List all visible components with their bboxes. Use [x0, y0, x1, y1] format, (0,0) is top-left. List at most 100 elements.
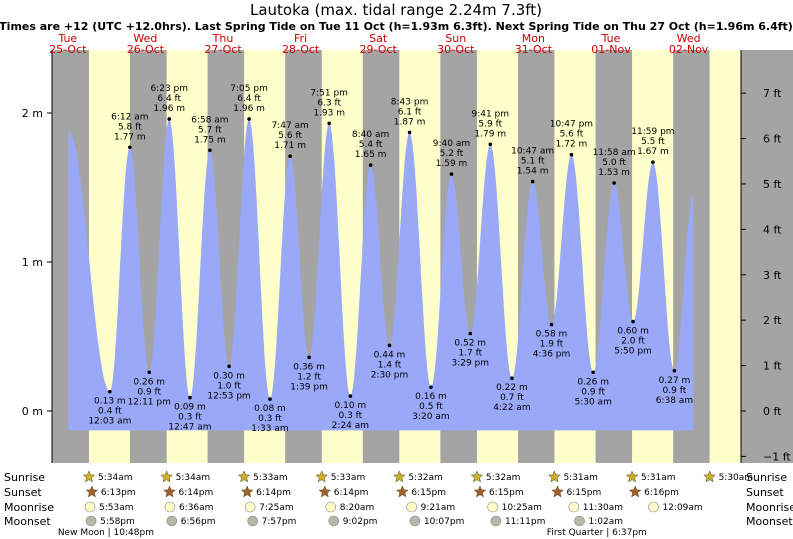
- high-tide-m: 1.71 m: [274, 141, 306, 151]
- sunset-time: 6:13pm: [101, 488, 136, 498]
- row-label-right: Moonset: [746, 515, 793, 528]
- high-tide-point: [208, 148, 212, 153]
- low-tide-time: 12:53 pm: [207, 391, 250, 401]
- low-tide-time: 5:50 pm: [614, 347, 652, 357]
- sunrise-star-icon: [548, 470, 561, 483]
- moonrise-time: 9:21am: [421, 503, 456, 513]
- low-tide-time: 12:11 pm: [128, 397, 171, 407]
- row-label-left: Moonset: [4, 515, 51, 528]
- sunset-star-icon: [85, 485, 99, 498]
- high-tide-ft: 5.5 ft: [641, 137, 665, 147]
- moonrise-icon: [568, 501, 580, 513]
- sunrise-time: 5:33am: [331, 473, 366, 483]
- low-tide-point: [188, 395, 192, 400]
- right-tick-label: 2 ft: [763, 314, 782, 327]
- high-tide-m: 1.53 m: [598, 168, 630, 178]
- sunset-star-icon: [551, 485, 564, 498]
- sunset-star-icon: [473, 485, 487, 498]
- moonrise-icon: [648, 501, 659, 513]
- row-label-right: Moonrise: [746, 501, 793, 514]
- low-tide-ft: 0.7 ft: [500, 393, 524, 403]
- high-tide-m: 1.72 m: [556, 140, 588, 150]
- moon-phase-label: New Moon | 10:48pm: [58, 528, 154, 538]
- low-tide-point: [307, 355, 311, 360]
- high-tide-time: 6:12 am: [111, 112, 148, 122]
- low-tide-time: 5:30 am: [574, 397, 611, 407]
- low-tide-ft: 1.0 ft: [217, 381, 241, 391]
- high-tide-time: 11:59 pm: [631, 127, 674, 137]
- moonset-time: 9:02pm: [343, 517, 378, 527]
- sunset-time: 6:15pm: [567, 488, 602, 498]
- day-date-label: 01-Nov: [591, 43, 631, 56]
- left-tick-label: 2 m: [22, 107, 43, 120]
- low-tide-point: [348, 394, 353, 398]
- moonrise-time: 5:53am: [99, 503, 133, 513]
- high-tide-point: [368, 163, 373, 167]
- sunrise-star-icon: [315, 470, 329, 483]
- low-tide-point: [672, 368, 677, 373]
- low-tide-m: 0.44 m: [374, 350, 406, 360]
- low-tide-ft: 0.3 ft: [178, 413, 202, 423]
- moonrise-icon: [406, 501, 417, 513]
- low-tide-m: 0.26 m: [133, 377, 165, 387]
- high-tide-point: [288, 154, 292, 159]
- moonrise-time: 10:25am: [502, 503, 542, 513]
- sunset-time: 6:15pm: [411, 488, 446, 498]
- day-weekday-label: Wed: [677, 32, 701, 45]
- tide-curve-area: [68, 119, 694, 431]
- low-tide-point: [591, 370, 595, 375]
- moonrise-time: 6:36am: [179, 503, 214, 513]
- day-weekday-label: Tue: [601, 32, 621, 45]
- moonrise-icon: [325, 501, 337, 513]
- low-tide-time: 2:24 am: [332, 421, 369, 431]
- low-tide-time: 4:22 am: [493, 403, 530, 413]
- high-tide-point: [530, 179, 535, 184]
- high-tide-time: 8:43 pm: [391, 97, 429, 107]
- low-tide-time: 1:33 am: [251, 424, 288, 434]
- high-tide-time: 7:51 pm: [310, 88, 348, 98]
- sunrise-star-icon: [392, 470, 406, 483]
- high-tide-time: 11:58 am: [593, 148, 636, 158]
- chart-title: Lautoka (max. tidal range 2.24m 7.3ft): [250, 1, 542, 19]
- row-label-left: Sunrise: [4, 471, 45, 484]
- right-axis-background: [741, 50, 793, 463]
- sunset-time: 6:14pm: [179, 488, 214, 498]
- day-date-label: 30-Oct: [437, 43, 475, 56]
- low-tide-m: 0.27 m: [659, 376, 691, 386]
- day-weekday-label: Sat: [369, 32, 388, 45]
- left-tick-label: 1 m: [22, 256, 43, 269]
- low-tide-ft: 0.9 ft: [137, 387, 161, 397]
- high-tide-time: 9:41 pm: [471, 109, 509, 119]
- day-weekday-label: Fri: [294, 32, 307, 45]
- low-tide-point: [631, 319, 635, 324]
- low-tide-point: [468, 331, 473, 336]
- low-tide-m: 0.60 m: [617, 327, 649, 337]
- sunrise-time: 5:30am: [719, 473, 754, 483]
- high-tide-time: 10:47 pm: [550, 120, 593, 130]
- moonrise-icon: [244, 501, 256, 513]
- high-tide-m: 1.96 m: [153, 104, 185, 114]
- low-tide-m: 0.08 m: [254, 404, 286, 414]
- moonset-time: 6:56pm: [181, 517, 216, 527]
- row-label-left: Sunset: [4, 486, 42, 499]
- high-tide-ft: 5.2 ft: [440, 149, 464, 159]
- sunrise-time: 5:32am: [486, 473, 521, 483]
- right-tick-label: 1 ft: [763, 360, 782, 373]
- high-tide-point: [407, 130, 412, 135]
- left-tick-label: 0 m: [22, 405, 43, 418]
- low-tide-m: 0.58 m: [536, 330, 568, 340]
- moonset-icon: [166, 515, 178, 527]
- axes: 0 m 1 m 2 m −1 ft 0 ft 1 ft 2 ft 3 ft 4 ft 5 ft 6 …: [22, 50, 791, 463]
- low-tide-time: 12:03 am: [88, 417, 131, 427]
- low-tide-ft: 1.4 ft: [378, 360, 402, 370]
- sunrise-time: 5:34am: [98, 473, 133, 483]
- moon-phase-label: First Quarter | 6:37pm: [547, 528, 647, 538]
- day-weekday-label: Tue: [57, 32, 77, 45]
- moonset-icon: [409, 515, 421, 527]
- low-tide-point: [227, 364, 231, 369]
- moonrise-icon: [84, 501, 96, 513]
- day-weekday-label: Wed: [133, 32, 157, 45]
- sunrise-star-icon: [625, 470, 639, 483]
- high-tide-point: [247, 117, 251, 121]
